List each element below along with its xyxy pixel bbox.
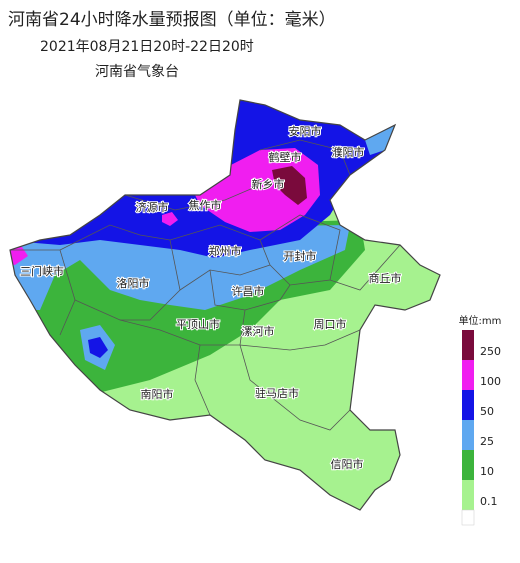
legend-label: 0.1 [480,495,498,508]
legend-swatch [461,509,475,526]
city-label: 许昌市 [232,284,265,298]
city-label: 安阳市 [289,124,322,138]
city-label: 商丘市 [369,271,402,285]
legend-swatch [462,330,474,360]
rain-areas [10,100,440,510]
legend-swatch [462,420,474,450]
city-label: 开封市 [284,249,317,263]
title: 河南省24小时降水量预报图（单位：毫米） [8,10,336,30]
legend-swatch [462,480,474,510]
city-label: 济源市 [136,200,169,214]
city-label: 驻马店市 [255,386,299,400]
city-label: 周口市 [314,317,347,331]
borders [10,139,401,431]
city-label: 南阳市 [141,387,174,401]
legend-label: 100 [480,375,501,388]
city-label: 郑州市 [209,244,242,258]
legend-swatch [462,450,474,480]
subtitle: 2021年08月21日20时-22日20时 [40,39,254,55]
city-label: 平顶山市 [176,317,220,331]
legend-unit: 单位:mm [459,314,502,327]
legend-label: 250 [480,345,501,358]
city-label: 鹤壁市 [269,150,302,164]
legend-label: 10 [480,465,494,478]
legend-swatch [462,390,474,420]
city-label: 新乡市 [252,177,285,191]
legend-swatch [462,360,474,390]
province-outline [9,99,441,511]
legend-label: 25 [480,435,494,448]
city-label: 焦作市 [189,198,222,212]
source: 河南省气象台 [95,64,179,80]
city-label: 三门峡市 [20,264,64,278]
city-label: 洛阳市 [117,276,150,290]
city-label: 濮阳市 [332,145,365,159]
legend-label: 50 [480,405,494,418]
legend: 单位:mm 250 100 50 25 10 0.1 [459,314,502,526]
city-label: 信阳市 [331,457,364,471]
city-label: 漯河市 [242,324,275,338]
